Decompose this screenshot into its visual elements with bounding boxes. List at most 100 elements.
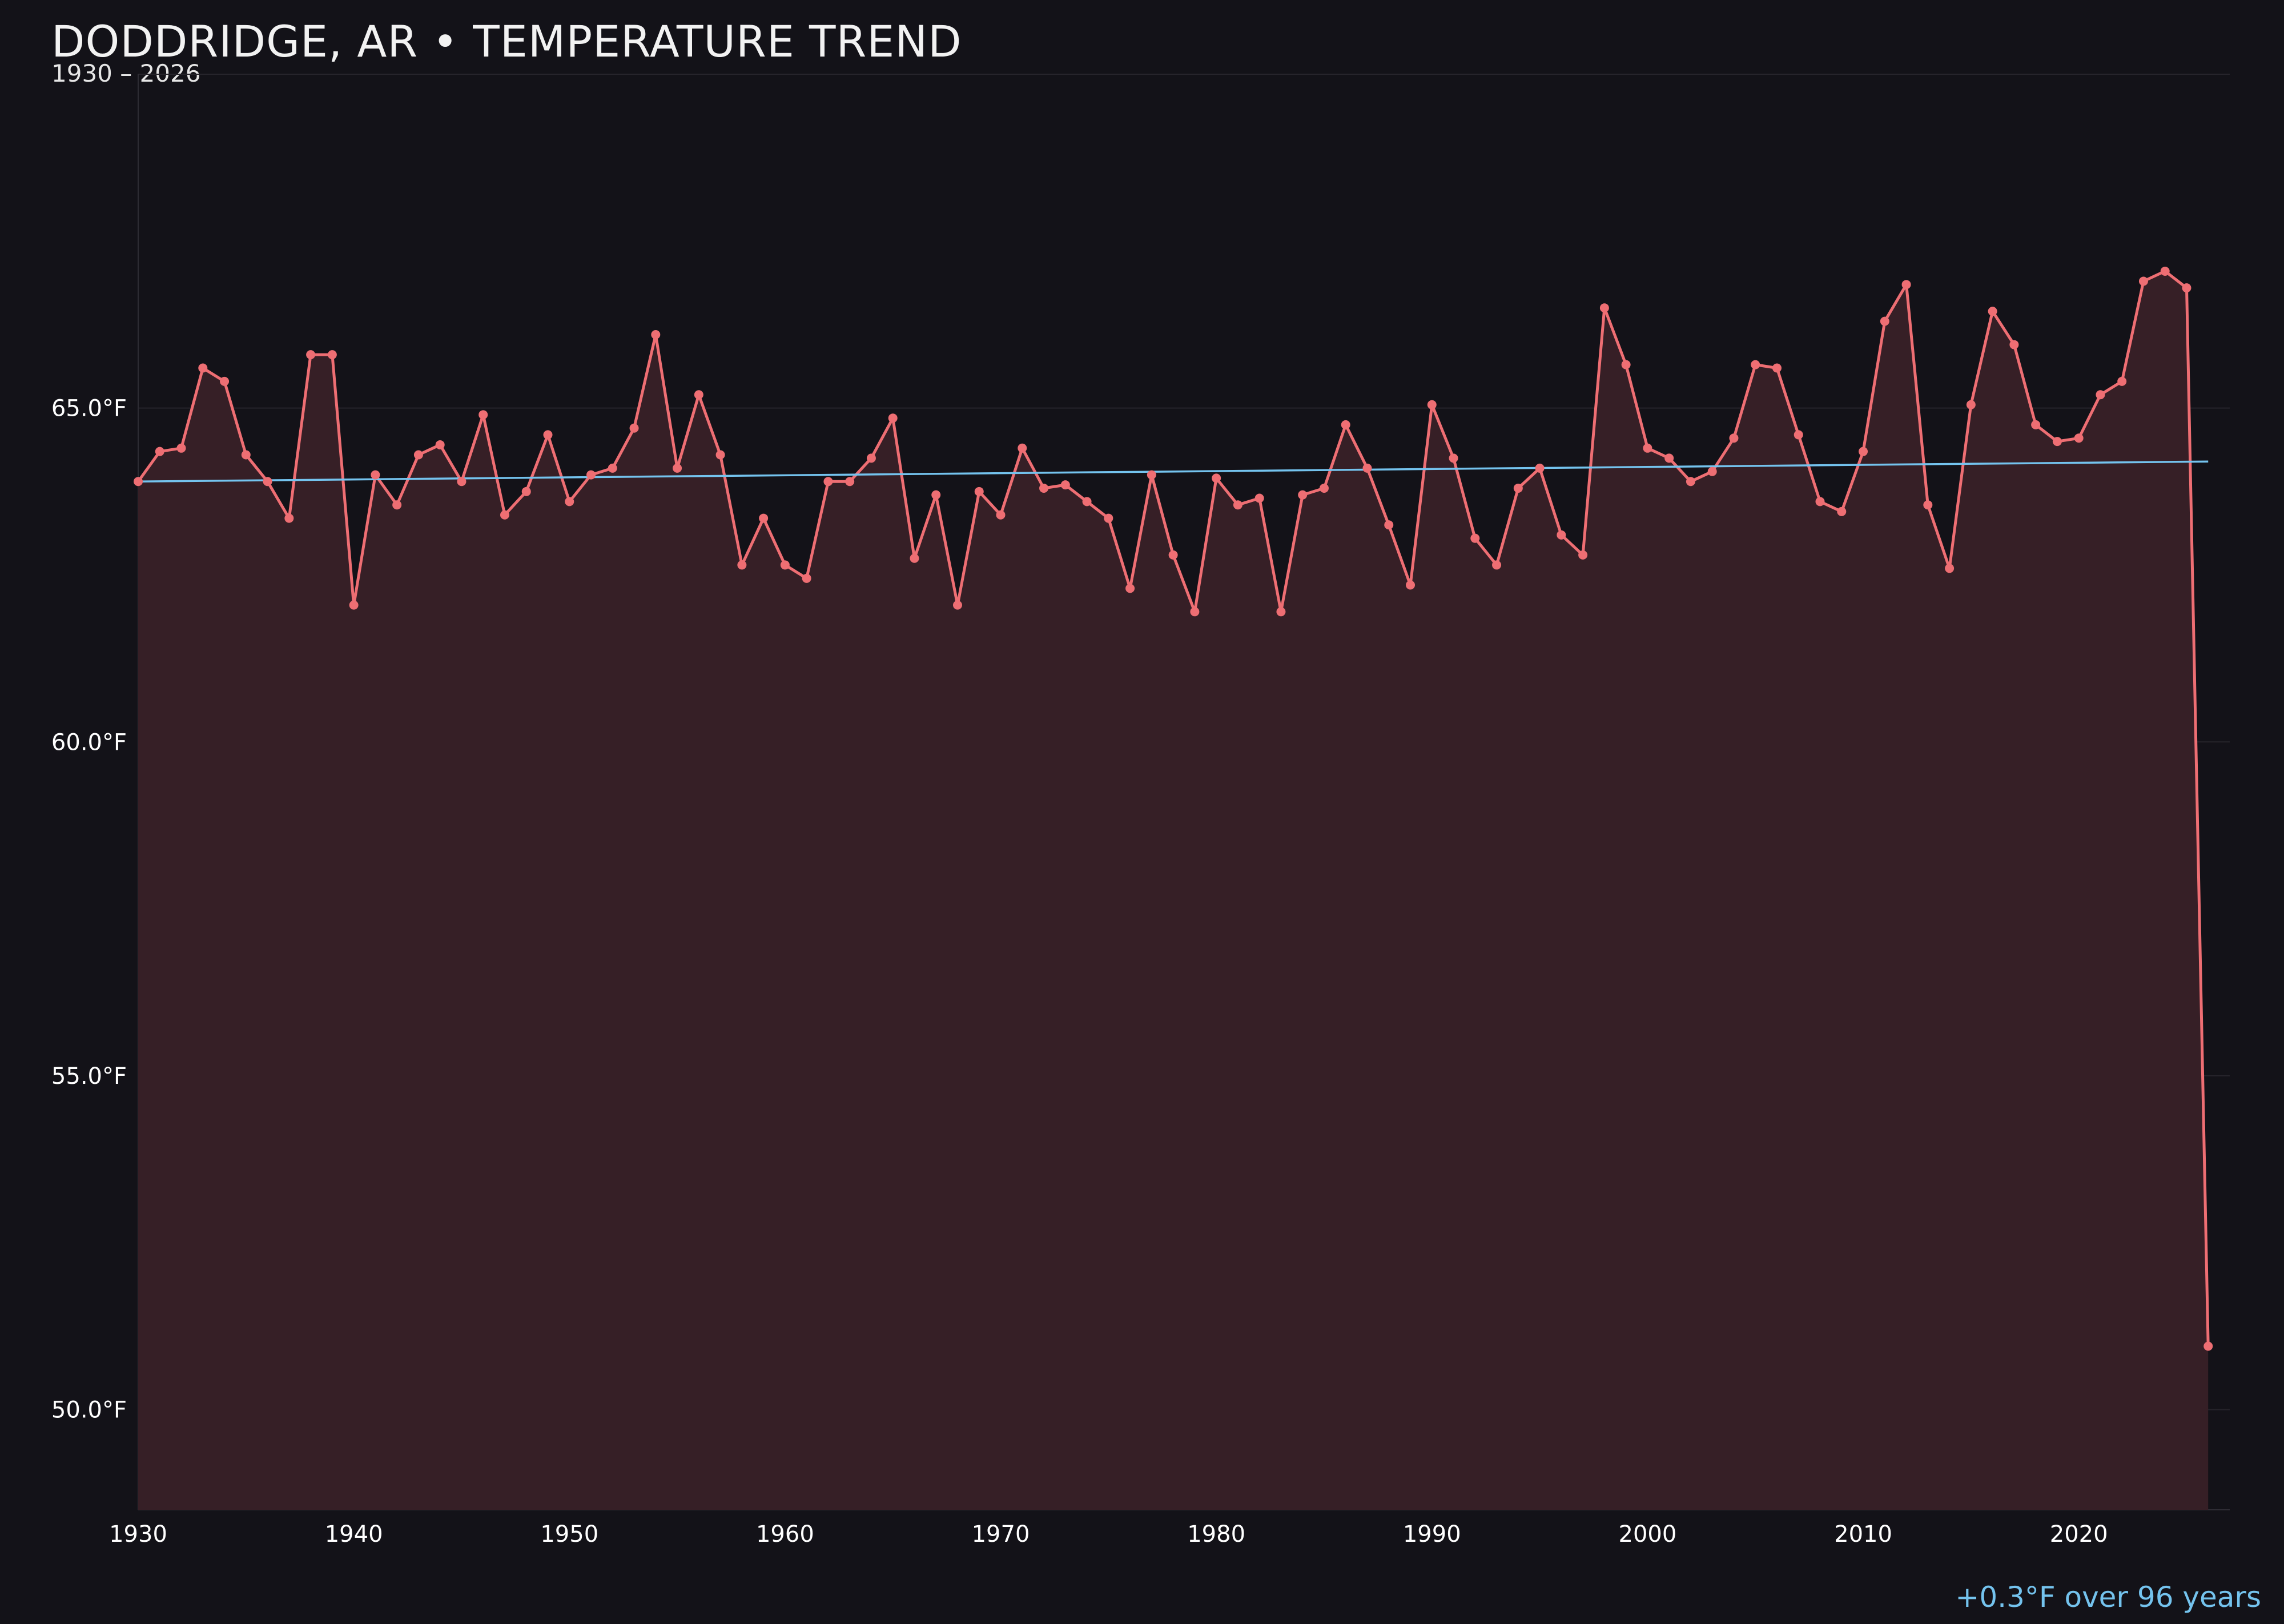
data-point-2002: [1686, 477, 1695, 487]
data-point-1967: [931, 490, 941, 500]
data-point-1940: [349, 600, 359, 610]
data-point-1997: [1578, 550, 1588, 560]
data-point-1942: [392, 500, 402, 510]
x-tick-label: 1970: [972, 1521, 1030, 1547]
x-tick-label: 1990: [1403, 1521, 1461, 1547]
chart-subtitle: 1930 – 2026: [51, 59, 201, 87]
data-point-1973: [1060, 480, 1070, 490]
series-area-fill: [138, 271, 2209, 1510]
data-point-1994: [1513, 483, 1523, 493]
data-point-1939: [327, 350, 337, 360]
data-point-2001: [1664, 453, 1674, 463]
data-point-1970: [996, 510, 1006, 520]
data-point-1980: [1212, 473, 1221, 483]
data-point-2004: [1729, 433, 1739, 443]
data-point-1948: [521, 487, 531, 496]
data-point-1935: [241, 450, 251, 460]
data-point-1974: [1082, 497, 1092, 507]
data-point-1943: [413, 450, 423, 460]
data-point-1941: [371, 470, 380, 480]
data-point-1957: [715, 450, 725, 460]
chart-title: DODDRIDGE, AR • TEMPERATURE TREND: [51, 16, 962, 67]
data-point-2026: [2203, 1341, 2213, 1351]
x-tick-label: 1930: [109, 1521, 167, 1547]
data-point-1955: [673, 463, 682, 473]
series-points: [134, 266, 2213, 1351]
data-point-1990: [1427, 400, 1437, 409]
data-point-2010: [1859, 447, 1868, 456]
data-point-2024: [2160, 266, 2170, 276]
data-point-1975: [1104, 513, 1113, 523]
data-point-1969: [974, 487, 984, 496]
data-point-1977: [1147, 470, 1156, 480]
data-point-2019: [2052, 437, 2062, 447]
y-tick-label: 50.0°F: [51, 1397, 127, 1424]
data-point-1984: [1298, 490, 1308, 500]
data-point-1932: [176, 443, 186, 453]
data-point-1978: [1168, 550, 1178, 560]
data-point-1931: [155, 447, 164, 456]
data-point-2009: [1837, 507, 1847, 516]
data-point-1983: [1276, 607, 1286, 617]
data-point-1982: [1254, 493, 1264, 503]
x-tick-label: 1980: [1187, 1521, 1245, 1547]
y-tick-label: 65.0°F: [51, 396, 127, 422]
y-tick-labels: 50.0°F 55.0°F 60.0°F 65.0°F: [51, 396, 127, 1424]
data-point-1938: [306, 350, 316, 360]
x-tick-labels: 1930 1940 1950 1960 1970 1980 1990 2000 2010 2020: [109, 1521, 2108, 1547]
x-tick-label: 2020: [2050, 1521, 2108, 1547]
y-tick-label: 60.0°F: [51, 729, 127, 755]
data-point-1989: [1406, 580, 1416, 590]
data-point-1985: [1319, 483, 1329, 493]
data-point-2000: [1643, 443, 1652, 453]
data-point-1959: [759, 513, 769, 523]
data-point-2006: [1772, 363, 1782, 373]
y-tick-label: 55.0°F: [51, 1063, 127, 1090]
data-point-1934: [220, 376, 230, 386]
data-point-1987: [1362, 463, 1372, 473]
data-point-1930: [134, 477, 143, 487]
data-point-1949: [543, 430, 553, 440]
data-point-2016: [1988, 307, 1997, 316]
data-point-1950: [565, 497, 574, 507]
data-point-1962: [823, 477, 833, 487]
x-tick-label: 1960: [756, 1521, 814, 1547]
data-point-1986: [1341, 420, 1350, 429]
data-point-1992: [1470, 533, 1480, 543]
trend-line: [138, 460, 2209, 483]
data-point-1979: [1190, 607, 1200, 617]
data-point-1946: [478, 410, 488, 420]
data-point-2020: [2074, 433, 2084, 443]
data-point-1960: [780, 560, 790, 570]
data-point-1968: [952, 600, 962, 610]
data-point-2022: [2117, 376, 2127, 386]
data-point-1956: [694, 390, 703, 400]
data-point-1991: [1449, 453, 1458, 463]
data-point-2012: [1901, 280, 1911, 290]
data-point-1945: [457, 477, 467, 487]
data-point-1971: [1018, 443, 1027, 453]
data-point-2015: [1966, 400, 1976, 409]
data-point-1988: [1384, 520, 1394, 530]
x-tick-label: 2010: [1834, 1521, 1892, 1547]
data-point-2014: [1945, 564, 1955, 573]
data-point-1951: [586, 470, 596, 480]
trend-summary: +0.3°F over 96 years: [1955, 1581, 2261, 1614]
data-point-1995: [1535, 463, 1545, 473]
data-point-2023: [2138, 276, 2148, 286]
data-point-2007: [1794, 430, 1803, 440]
x-tick-label: 1940: [325, 1521, 383, 1547]
data-point-1993: [1492, 560, 1502, 570]
data-point-1953: [629, 423, 639, 433]
data-point-1999: [1621, 360, 1631, 369]
data-point-1961: [802, 573, 811, 583]
data-point-1981: [1233, 500, 1242, 510]
data-point-2011: [1880, 316, 1889, 326]
data-point-2013: [1923, 500, 1933, 510]
data-point-1933: [198, 363, 208, 373]
x-tick-label: 2000: [1619, 1521, 1677, 1547]
data-point-1998: [1599, 303, 1609, 313]
data-point-2003: [1707, 467, 1717, 476]
data-point-1958: [737, 560, 747, 570]
